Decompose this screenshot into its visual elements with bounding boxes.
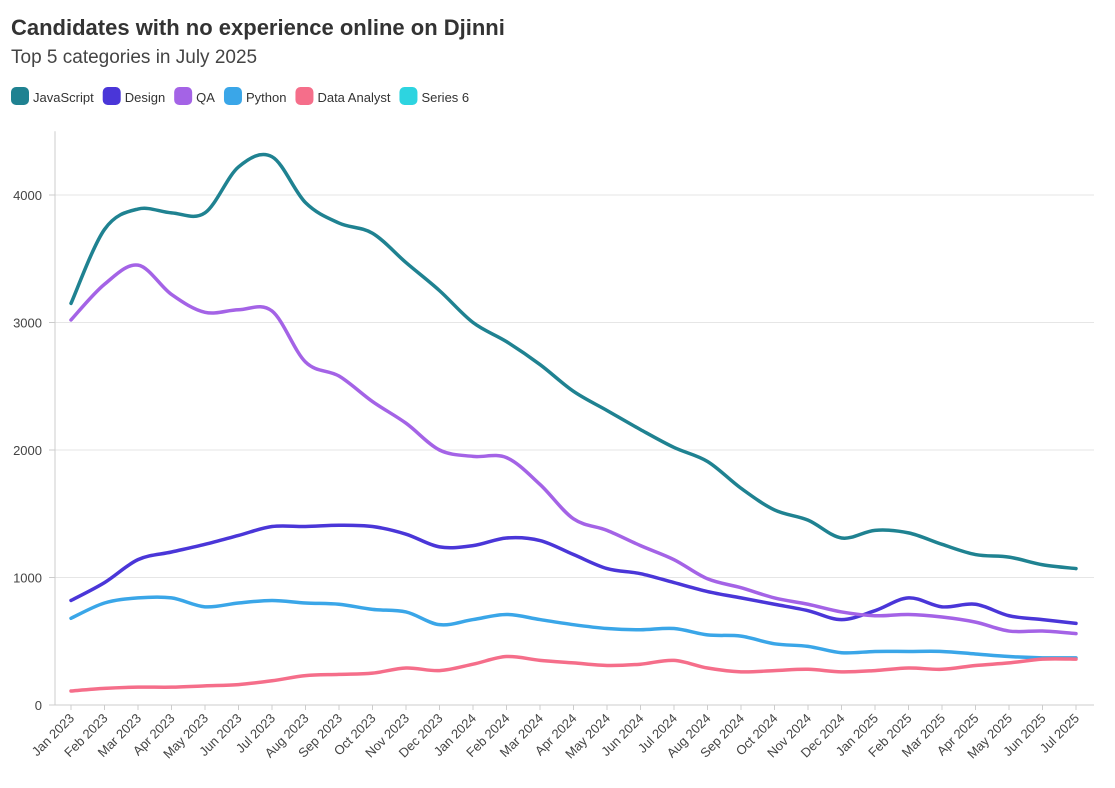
series-line — [69, 654, 1078, 693]
legend-label: Python — [246, 90, 286, 105]
chart-subtitle: Top 5 categories in July 2025 — [11, 47, 257, 68]
y-tick-label: 1000 — [13, 571, 42, 586]
legend-label: Design — [125, 90, 165, 105]
legend-swatch — [399, 87, 418, 105]
legend-swatch — [102, 87, 121, 105]
legend-label: QA — [196, 90, 215, 105]
y-tick-label: 4000 — [13, 188, 42, 203]
legend-swatch — [223, 87, 242, 105]
legend-label: Data Analyst — [317, 90, 390, 105]
chart-title: Candidates with no experience online on … — [11, 15, 505, 40]
y-tick-label: 3000 — [13, 316, 42, 331]
y-tick-label: 0 — [35, 698, 42, 713]
legend-label: Series 6 — [421, 90, 469, 105]
legend-swatch — [11, 87, 29, 105]
series-line — [69, 263, 1078, 636]
legend-swatch — [295, 87, 314, 105]
series-line — [69, 595, 1078, 660]
series-line — [69, 523, 1078, 626]
series-line — [69, 152, 1078, 571]
legend-swatch — [174, 87, 193, 105]
legend-label: JavaScript — [33, 90, 94, 105]
y-tick-label: 2000 — [13, 443, 42, 458]
